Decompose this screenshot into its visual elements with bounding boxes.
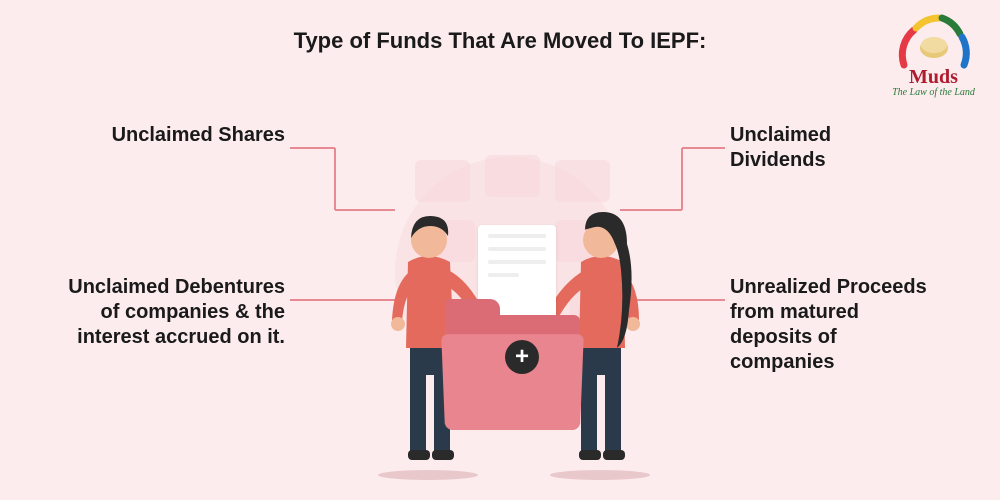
label-unclaimed-debentures: Unclaimed Debentures of companies & the … bbox=[60, 275, 285, 350]
plus-icon: + bbox=[505, 340, 539, 374]
central-illustration: + bbox=[350, 105, 670, 475]
label-unclaimed-shares: Unclaimed Shares bbox=[95, 123, 285, 148]
brand-logo: Muds The Law of the Land bbox=[881, 10, 986, 98]
label-unclaimed-dividends: Unclaimed Dividends bbox=[730, 123, 910, 173]
logo-arc-icon bbox=[894, 10, 974, 90]
folder-icon bbox=[445, 315, 580, 430]
page-title: Type of Funds That Are Moved To IEPF: bbox=[294, 28, 707, 54]
label-unrealized-proceeds: Unrealized Proceeds from matured deposit… bbox=[730, 275, 930, 375]
bg-folder-icon bbox=[555, 160, 610, 202]
bg-folder-icon bbox=[485, 155, 540, 197]
bg-folder-icon bbox=[415, 160, 470, 202]
